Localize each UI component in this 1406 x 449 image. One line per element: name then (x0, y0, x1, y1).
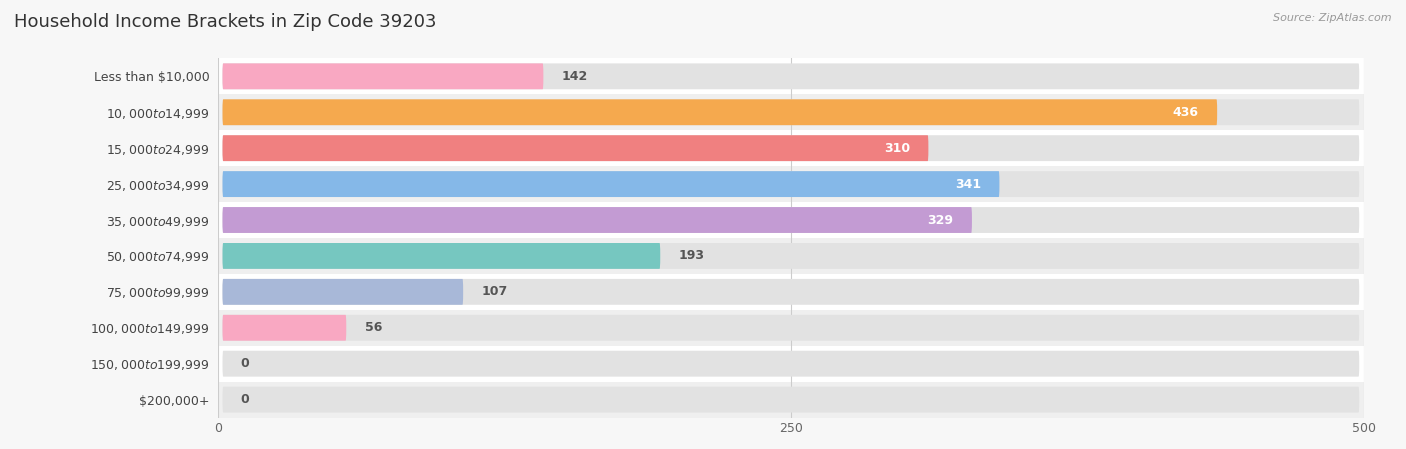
Text: 107: 107 (481, 286, 508, 298)
FancyBboxPatch shape (222, 315, 1360, 341)
FancyBboxPatch shape (222, 135, 1360, 161)
FancyBboxPatch shape (222, 135, 928, 161)
Bar (218, 382, 1364, 418)
Text: 56: 56 (364, 321, 382, 334)
Text: Source: ZipAtlas.com: Source: ZipAtlas.com (1274, 13, 1392, 23)
FancyBboxPatch shape (222, 99, 1360, 125)
FancyBboxPatch shape (222, 279, 1360, 305)
FancyBboxPatch shape (222, 279, 463, 305)
FancyBboxPatch shape (222, 351, 1360, 377)
FancyBboxPatch shape (222, 63, 1360, 89)
FancyBboxPatch shape (222, 63, 543, 89)
Bar (218, 202, 1364, 238)
Text: 436: 436 (1173, 106, 1199, 119)
Bar (218, 58, 1364, 94)
FancyBboxPatch shape (222, 171, 1360, 197)
Text: 329: 329 (928, 214, 953, 226)
Text: 341: 341 (955, 178, 981, 190)
FancyBboxPatch shape (222, 99, 1218, 125)
FancyBboxPatch shape (222, 207, 972, 233)
Text: Household Income Brackets in Zip Code 39203: Household Income Brackets in Zip Code 39… (14, 13, 436, 31)
FancyBboxPatch shape (222, 243, 1360, 269)
FancyBboxPatch shape (222, 243, 661, 269)
Text: 0: 0 (240, 357, 250, 370)
Bar (218, 130, 1364, 166)
Bar (218, 94, 1364, 130)
Bar (218, 346, 1364, 382)
FancyBboxPatch shape (222, 207, 1360, 233)
Text: 310: 310 (884, 142, 910, 154)
Text: 142: 142 (561, 70, 588, 83)
FancyBboxPatch shape (222, 315, 346, 341)
FancyBboxPatch shape (222, 171, 1000, 197)
Text: 0: 0 (240, 393, 250, 406)
Bar (218, 238, 1364, 274)
Text: 193: 193 (679, 250, 704, 262)
FancyBboxPatch shape (222, 387, 1360, 413)
Bar (218, 166, 1364, 202)
Bar (218, 274, 1364, 310)
Bar (218, 310, 1364, 346)
